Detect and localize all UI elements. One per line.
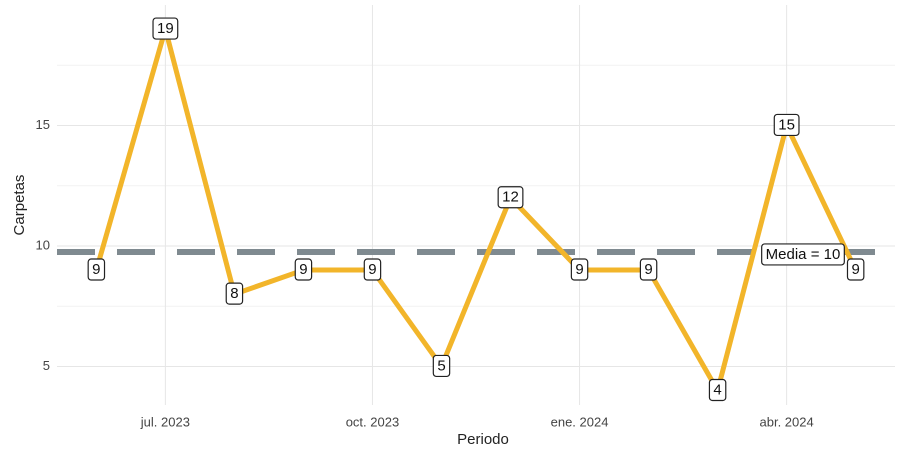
data-label-box [432,354,451,378]
data-label-box [294,258,313,281]
y-tick-label: 5 [43,358,50,373]
data-label-box [225,282,244,305]
x-axis-title: Periodo [457,431,509,448]
data-label: 9 [644,261,652,278]
data-label-box [708,378,727,402]
data-label-box [497,186,524,209]
data-label-box [846,258,865,281]
data-label: 9 [92,261,100,278]
data-label: 12 [502,189,519,206]
data-label: 5 [437,357,445,374]
data-label: 4 [713,382,721,399]
data-label: 9 [851,261,859,278]
data-label: 15 [778,116,795,133]
x-tick-label: jul. 2023 [140,414,190,429]
data-label: 9 [575,261,583,278]
data-label: 19 [157,20,174,37]
data-label: 8 [230,285,238,302]
y-axis-title: Carpetas [11,175,28,236]
data-label-box [87,258,106,281]
mean-label: Media = 10 [766,246,841,263]
data-label-box [773,113,800,137]
x-tick-label: oct. 2023 [346,414,400,429]
data-label: 9 [299,261,307,278]
x-tick-label: abr. 2024 [760,414,814,429]
data-label: 9 [368,261,376,278]
data-label-box [363,258,382,281]
data-label-box [570,258,589,281]
grid [57,5,895,405]
y-tick-label: 10 [36,237,50,252]
x-tick-label: ene. 2024 [551,414,609,429]
mean-label-box [761,243,845,266]
data-label-box [152,17,179,40]
data-line [93,26,858,394]
data-label-box [639,258,658,281]
y-tick-label: 15 [36,117,50,132]
